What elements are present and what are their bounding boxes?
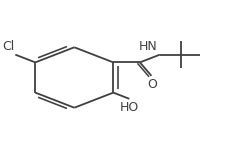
Text: HN: HN	[139, 40, 158, 53]
Text: HO: HO	[120, 101, 139, 114]
Text: Cl: Cl	[2, 40, 14, 53]
Text: O: O	[148, 78, 157, 91]
